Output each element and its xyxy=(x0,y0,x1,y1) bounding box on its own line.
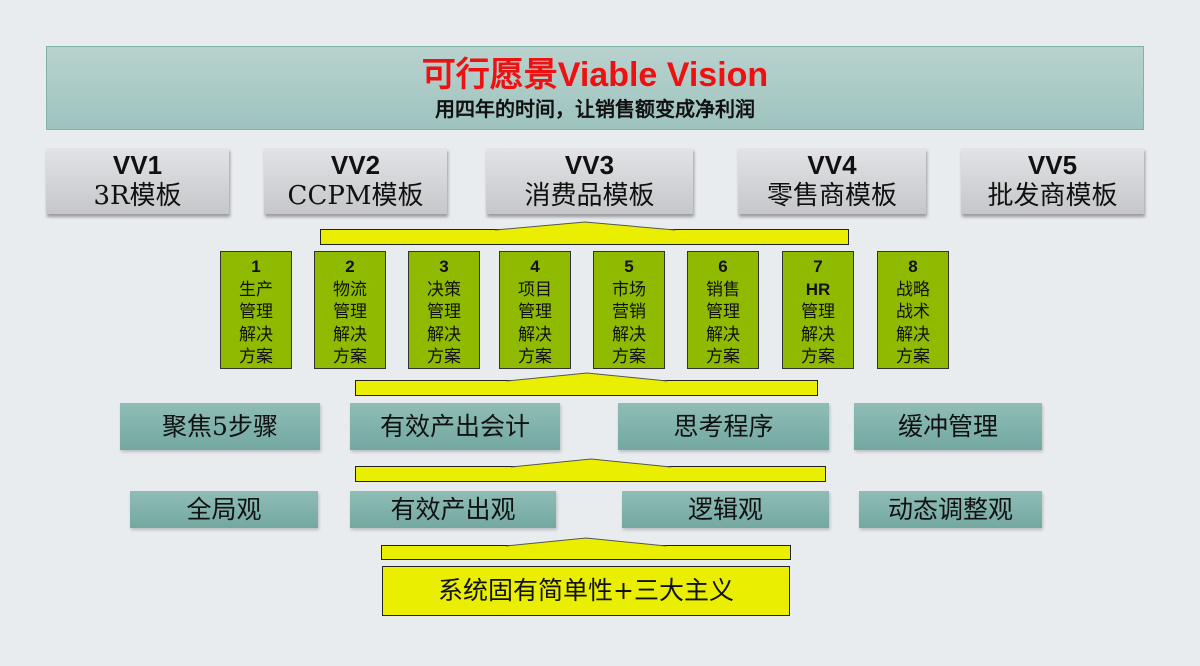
solution-box-2: 2 物流 管理 解决 方案 xyxy=(314,251,386,369)
tool-box: 缓冲管理 xyxy=(854,403,1042,450)
solution-label-line: 方案 xyxy=(896,347,930,367)
tool-box: 有效产出会计 xyxy=(350,403,560,450)
solution-label-line: HR xyxy=(805,279,831,299)
view-box: 有效产出观 xyxy=(350,491,556,528)
solution-label-line: 营销 xyxy=(612,302,646,322)
solution-label-line: 市场 xyxy=(612,279,646,300)
solution-label-line: 解决 xyxy=(612,324,646,345)
solution-label-line: 管理 xyxy=(333,302,367,322)
solution-box-6: 6 销售 管理 解决 方案 xyxy=(687,251,759,369)
solution-box-1: 1 生产 管理 解决 方案 xyxy=(220,251,292,369)
template-vv1: VV1 3R模板 xyxy=(46,148,229,214)
solution-number: 5 xyxy=(624,257,634,276)
solution-label-line: 项目 xyxy=(518,279,552,300)
template-vv2: VV2 CCPM模板 xyxy=(264,148,447,214)
solution-label-line: 方案 xyxy=(427,347,461,367)
solution-label-line: 生产 xyxy=(239,279,273,300)
solution-box-4: 4 项目 管理 解决 方案 xyxy=(499,251,571,369)
template-name: CCPM模板 xyxy=(287,181,424,211)
solution-box-8: 8 战略 战术 解决 方案 xyxy=(877,251,949,369)
arrow-tip-icon xyxy=(510,458,671,468)
solution-label-line: 方案 xyxy=(333,347,367,367)
solution-label-line: 方案 xyxy=(801,347,835,367)
tool-box: 思考程序 xyxy=(618,403,829,450)
template-name: 3R模板 xyxy=(93,181,182,211)
solution-label-line: 解决 xyxy=(239,324,273,345)
solution-label-line: 解决 xyxy=(333,324,367,345)
up-arrow-bar-3 xyxy=(355,458,826,482)
template-vv4: VV4 零售商模板 xyxy=(738,148,926,214)
solution-label-line: 解决 xyxy=(427,324,461,345)
vision-header: 可行愿景Viable Vision 用四年的时间，让销售额变成净利润 xyxy=(46,46,1144,130)
solution-box-7: 7 HR 管理 解决 方案 xyxy=(782,251,854,369)
solution-label-line: 方案 xyxy=(239,347,273,367)
template-name: 批发商模板 xyxy=(987,181,1118,211)
solution-label-line: 管理 xyxy=(706,302,740,322)
arrow-tip-icon xyxy=(506,537,666,547)
view-box: 全局观 xyxy=(130,491,318,528)
solution-label-line: 决策 xyxy=(427,279,461,300)
foundation-box: 系统固有简单性+三大主义 xyxy=(382,566,790,616)
up-arrow-bar-4 xyxy=(381,537,791,560)
arrow-tip-icon xyxy=(506,372,667,382)
solution-number: 4 xyxy=(530,257,540,276)
solution-box-5: 5 市场 营销 解决 方案 xyxy=(593,251,665,369)
solution-label-line: 战略 xyxy=(896,279,930,300)
template-vv3: VV3 消费品模板 xyxy=(486,148,693,214)
template-vv5: VV5 批发商模板 xyxy=(961,148,1144,214)
up-arrow-bar-1 xyxy=(320,221,849,245)
vision-subtitle: 用四年的时间，让销售额变成净利润 xyxy=(435,97,755,121)
solution-number: 3 xyxy=(439,257,449,276)
tool-box: 聚焦5步骤 xyxy=(120,403,320,450)
up-arrow-bar-2 xyxy=(355,372,818,396)
solution-label-line: 销售 xyxy=(706,279,740,300)
solution-label-line: 解决 xyxy=(801,324,835,345)
solution-label-line: 管理 xyxy=(239,302,273,322)
solution-label-line: 解决 xyxy=(706,324,740,345)
solution-number: 7 xyxy=(813,257,823,276)
template-code: VV2 xyxy=(330,150,381,180)
solution-number: 1 xyxy=(251,257,261,276)
solution-label-line: 管理 xyxy=(518,302,552,322)
solution-label-line: 物流 xyxy=(333,279,367,300)
template-code: VV4 xyxy=(807,150,857,180)
solution-box-3: 3 决策 管理 解决 方案 xyxy=(408,251,480,369)
solution-label-line: 解决 xyxy=(518,324,552,345)
view-box: 动态调整观 xyxy=(859,491,1042,528)
template-code: VV5 xyxy=(1027,150,1078,180)
arrow-tip-icon xyxy=(494,221,675,231)
solution-number: 8 xyxy=(908,257,918,276)
solution-label-line: 方案 xyxy=(518,347,552,367)
template-name: 消费品模板 xyxy=(524,181,655,211)
template-code: VV3 xyxy=(564,150,615,180)
solution-number: 6 xyxy=(718,257,728,276)
solution-label-line: 方案 xyxy=(706,347,740,367)
vision-title: 可行愿景Viable Vision xyxy=(421,56,769,94)
template-name: 零售商模板 xyxy=(766,181,897,211)
template-code: VV1 xyxy=(112,150,163,180)
solution-number: 2 xyxy=(345,257,355,276)
solution-label-line: 方案 xyxy=(612,347,646,367)
solution-label-line: 解决 xyxy=(896,324,930,345)
solution-label-line: 管理 xyxy=(801,302,835,322)
solution-label-line: 战术 xyxy=(896,302,930,322)
view-box: 逻辑观 xyxy=(622,491,829,528)
solution-label-line: 管理 xyxy=(427,302,461,322)
